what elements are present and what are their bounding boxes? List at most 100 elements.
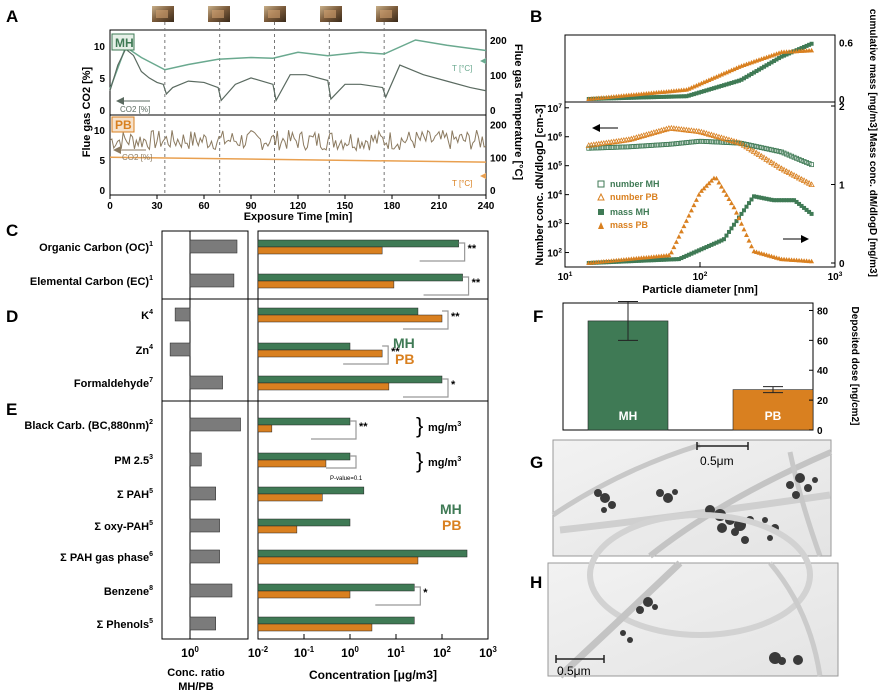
number-mh-point	[781, 150, 787, 156]
mh-bar	[257, 549, 468, 558]
cumulative-mh-point	[651, 95, 656, 100]
mass-mh-point	[794, 199, 799, 204]
panel-letter-h: H	[530, 573, 542, 592]
number-mh-point	[661, 142, 667, 148]
cumulative-mh-point	[649, 95, 654, 100]
cumulative-mh-point	[802, 44, 807, 49]
number-mh-point	[801, 159, 807, 164]
number-pb-point	[803, 178, 810, 185]
mh-bar	[257, 486, 365, 495]
cumulative-mh-point	[774, 57, 779, 62]
number-pb-point	[788, 170, 795, 177]
legend-mass-pb: mass PB	[610, 220, 649, 230]
number-mh-point	[806, 161, 812, 166]
number-mh-point	[699, 138, 704, 144]
mass-pb-point	[688, 207, 694, 213]
legend-number-pb-marker	[597, 192, 605, 201]
panel-letter-e: E	[6, 400, 17, 419]
cumulative-mh-point	[681, 94, 686, 99]
cumulative-mh-point	[686, 93, 691, 98]
panel-cde-rows: Organic Carbon (OC)1 **Elemental Carbon (…	[24, 239, 481, 632]
a-xtick-label: 150	[337, 201, 354, 212]
cumulative-mh-point	[777, 56, 782, 61]
ratio-bar	[189, 239, 238, 254]
cumulative-mh-point	[679, 94, 684, 99]
cumulative-mh-point	[661, 94, 666, 99]
b-rtick-label: 1	[839, 181, 845, 192]
significance-stars: **	[359, 421, 368, 433]
co2-arrow-head	[116, 97, 124, 105]
significance-bracket	[419, 242, 466, 262]
a-rtick-bot: 0	[490, 186, 496, 197]
cumulative-mh-point	[619, 96, 624, 101]
number-mh-point	[638, 143, 644, 149]
row-label: Σ PAH gas phase6	[60, 551, 153, 564]
cumulative-pb-point	[809, 47, 815, 53]
mass-mh-point	[802, 205, 807, 210]
cumulative-mh-point	[646, 95, 651, 100]
mass-mh-point	[787, 198, 792, 203]
unit-brace: }	[416, 448, 423, 473]
mass-mh-point	[656, 257, 661, 262]
mh-bar	[257, 583, 415, 592]
mass-mh-point	[669, 257, 674, 262]
a-xtick-label: 120	[290, 201, 307, 212]
cumulative-mh-point	[711, 86, 716, 91]
row-label: Σ oxy-PAH5	[94, 520, 153, 533]
cumulative-mh-point	[809, 41, 814, 46]
ratio-bar	[189, 583, 233, 598]
mass-pb-point	[678, 228, 684, 234]
mass-pb-point	[668, 249, 674, 255]
mass-mh-point	[686, 252, 691, 257]
number-mh-point	[616, 144, 622, 150]
number-pb-point	[735, 139, 743, 146]
dose-bar	[732, 389, 814, 431]
cumulative-mh-point	[696, 90, 701, 95]
number-mh-point	[679, 140, 684, 146]
number-mh-point	[641, 143, 647, 149]
right-axis-arrow-head	[801, 235, 809, 243]
mass-mh-point	[789, 198, 794, 203]
cumulative-mh-point	[744, 74, 749, 79]
cumulative-mh-point	[772, 58, 777, 63]
ratio-bar	[189, 375, 223, 390]
mh-temperature-line	[109, 39, 487, 90]
number-mh-point	[663, 142, 669, 147]
pb-bar	[257, 459, 327, 468]
cumulative-mh-point	[721, 83, 726, 88]
mass-pb-point	[749, 243, 755, 249]
mass-pb-point	[691, 202, 697, 208]
pb-co2-line	[109, 129, 487, 152]
mass-mh-point	[716, 239, 721, 244]
number-pb-point	[775, 163, 783, 170]
mass-pb-point	[673, 239, 679, 244]
number-mh-point	[684, 140, 689, 145]
panel-a-ylabel-left: Flue gas CO2 [%]	[81, 66, 93, 157]
mass-pb-point	[743, 232, 749, 238]
significance-bracket	[423, 276, 470, 296]
b-toptick-label: 0	[839, 95, 845, 106]
number-mh-point	[754, 144, 759, 149]
conc-tick-label: 101	[387, 645, 405, 660]
mass-mh-point	[762, 196, 767, 201]
stove-icon	[320, 6, 342, 22]
number-mh-point	[714, 139, 719, 145]
number-mh-point	[719, 139, 724, 145]
cumulative-mh-point	[639, 95, 644, 100]
mass-mh-point	[764, 196, 769, 201]
mh-badge-text: MH	[115, 36, 134, 50]
mh-bar	[257, 417, 351, 426]
number-pb-point	[798, 175, 805, 182]
significance-stars: **	[472, 277, 481, 289]
pb-bar	[257, 246, 383, 255]
significance-stars: *	[451, 379, 456, 391]
panel-b-ylabel-right: Mass conc. dM/dlogD [mg/m3]	[867, 133, 878, 277]
bar-label: MH	[619, 409, 638, 423]
cumulative-mh-point	[691, 92, 696, 97]
ratio-bar	[189, 549, 220, 564]
number-mh-point	[633, 143, 639, 149]
mass-mh-point	[809, 211, 814, 216]
mass-pb-point	[666, 252, 672, 258]
mass-mh-point	[631, 259, 636, 264]
panel-cde-axes: 100 10-2 10-1 100 101 102 103	[181, 634, 498, 660]
